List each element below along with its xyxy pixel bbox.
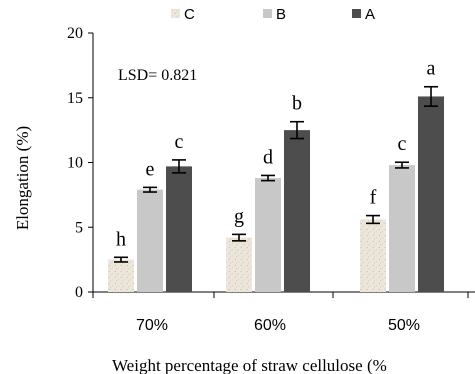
error-bar	[232, 233, 246, 242]
bar-a-1	[284, 130, 310, 292]
legend-swatch	[263, 9, 272, 18]
y-tick-label: 20	[67, 25, 83, 42]
bar-b-0	[137, 189, 163, 292]
error-bar	[366, 214, 380, 225]
y-axis: 0 5 10 15 20	[67, 25, 94, 301]
significance-letters: h g f e d c c b a	[116, 58, 436, 251]
significance-letter: b	[292, 93, 302, 115]
error-bar	[261, 174, 275, 182]
significance-letter: c	[175, 131, 184, 153]
bar-a-2	[418, 96, 444, 292]
legend-item-a: A	[352, 6, 375, 23]
x-axis-label: Weight percentage of straw cellulose (%	[112, 356, 387, 374]
y-tick-label: 15	[67, 90, 83, 107]
legend-label: C	[184, 6, 195, 23]
y-tick-label: 0	[75, 284, 83, 301]
bar-c-0	[108, 259, 134, 292]
error-bar	[114, 256, 128, 263]
significance-letter: e	[146, 158, 155, 180]
error-bar	[395, 161, 409, 169]
error-bar	[143, 186, 157, 193]
x-axis: 70% 60% 50%	[92, 291, 475, 334]
significance-letter: g	[234, 205, 244, 227]
error-bar	[290, 120, 304, 140]
bar-b-1	[255, 178, 281, 292]
bar-c-2	[360, 219, 386, 292]
significance-letter: c	[398, 133, 407, 155]
x-tick-label: 60%	[254, 317, 286, 334]
legend-label: A	[365, 6, 375, 23]
error-bar	[172, 159, 186, 174]
significance-letter: f	[370, 187, 377, 209]
bar-b-2	[389, 165, 415, 292]
significance-letter: d	[263, 146, 273, 168]
legend-swatch	[171, 9, 180, 18]
significance-letter: h	[116, 228, 126, 250]
y-axis-label: Elongation (%)	[13, 126, 32, 230]
bar-c-1	[226, 237, 252, 292]
legend-swatch	[352, 9, 361, 18]
y-tick-label: 5	[75, 219, 83, 236]
lsd-annotation: LSD= 0.821	[118, 67, 197, 84]
x-tick-label: 50%	[388, 317, 420, 334]
legend-item-b: B	[263, 6, 286, 23]
legend-label: B	[276, 6, 286, 23]
significance-letter: a	[427, 58, 436, 80]
legend-item-c: C	[171, 6, 195, 23]
error-bar	[424, 85, 438, 107]
bar-a-0	[166, 166, 192, 292]
error-bar-marks	[114, 85, 438, 263]
bar-marks	[108, 96, 444, 292]
y-tick-label: 10	[67, 155, 83, 172]
x-tick-label: 70%	[136, 317, 168, 334]
